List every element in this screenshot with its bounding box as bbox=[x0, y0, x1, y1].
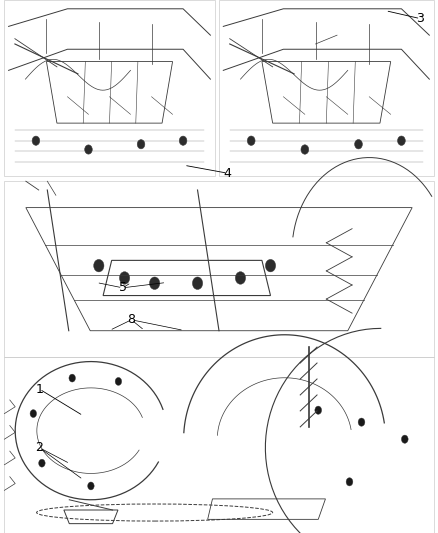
Circle shape bbox=[401, 435, 408, 443]
Bar bbox=[4, 0, 215, 176]
Circle shape bbox=[315, 406, 321, 414]
Circle shape bbox=[192, 277, 203, 289]
Text: 1: 1 bbox=[35, 383, 43, 395]
Circle shape bbox=[88, 482, 94, 490]
Circle shape bbox=[115, 377, 122, 385]
Circle shape bbox=[398, 136, 405, 146]
Circle shape bbox=[247, 136, 255, 146]
Circle shape bbox=[358, 418, 365, 426]
Circle shape bbox=[32, 136, 40, 146]
Circle shape bbox=[265, 260, 276, 272]
Circle shape bbox=[355, 140, 362, 149]
Circle shape bbox=[346, 478, 353, 486]
Circle shape bbox=[69, 374, 75, 382]
Text: 4: 4 bbox=[224, 167, 232, 180]
Text: 2: 2 bbox=[35, 441, 43, 454]
Circle shape bbox=[85, 145, 92, 154]
Bar bbox=[219, 0, 434, 176]
Bar bbox=[4, 181, 434, 357]
Circle shape bbox=[137, 140, 145, 149]
Text: 5: 5 bbox=[119, 281, 127, 294]
Circle shape bbox=[301, 145, 309, 154]
Text: 8: 8 bbox=[127, 313, 135, 326]
Text: 3: 3 bbox=[417, 12, 424, 25]
Circle shape bbox=[39, 459, 45, 467]
Circle shape bbox=[149, 277, 160, 289]
Circle shape bbox=[235, 272, 246, 284]
Circle shape bbox=[30, 410, 36, 417]
Circle shape bbox=[94, 260, 104, 272]
Bar bbox=[4, 357, 434, 533]
Circle shape bbox=[120, 272, 130, 284]
Circle shape bbox=[179, 136, 187, 146]
